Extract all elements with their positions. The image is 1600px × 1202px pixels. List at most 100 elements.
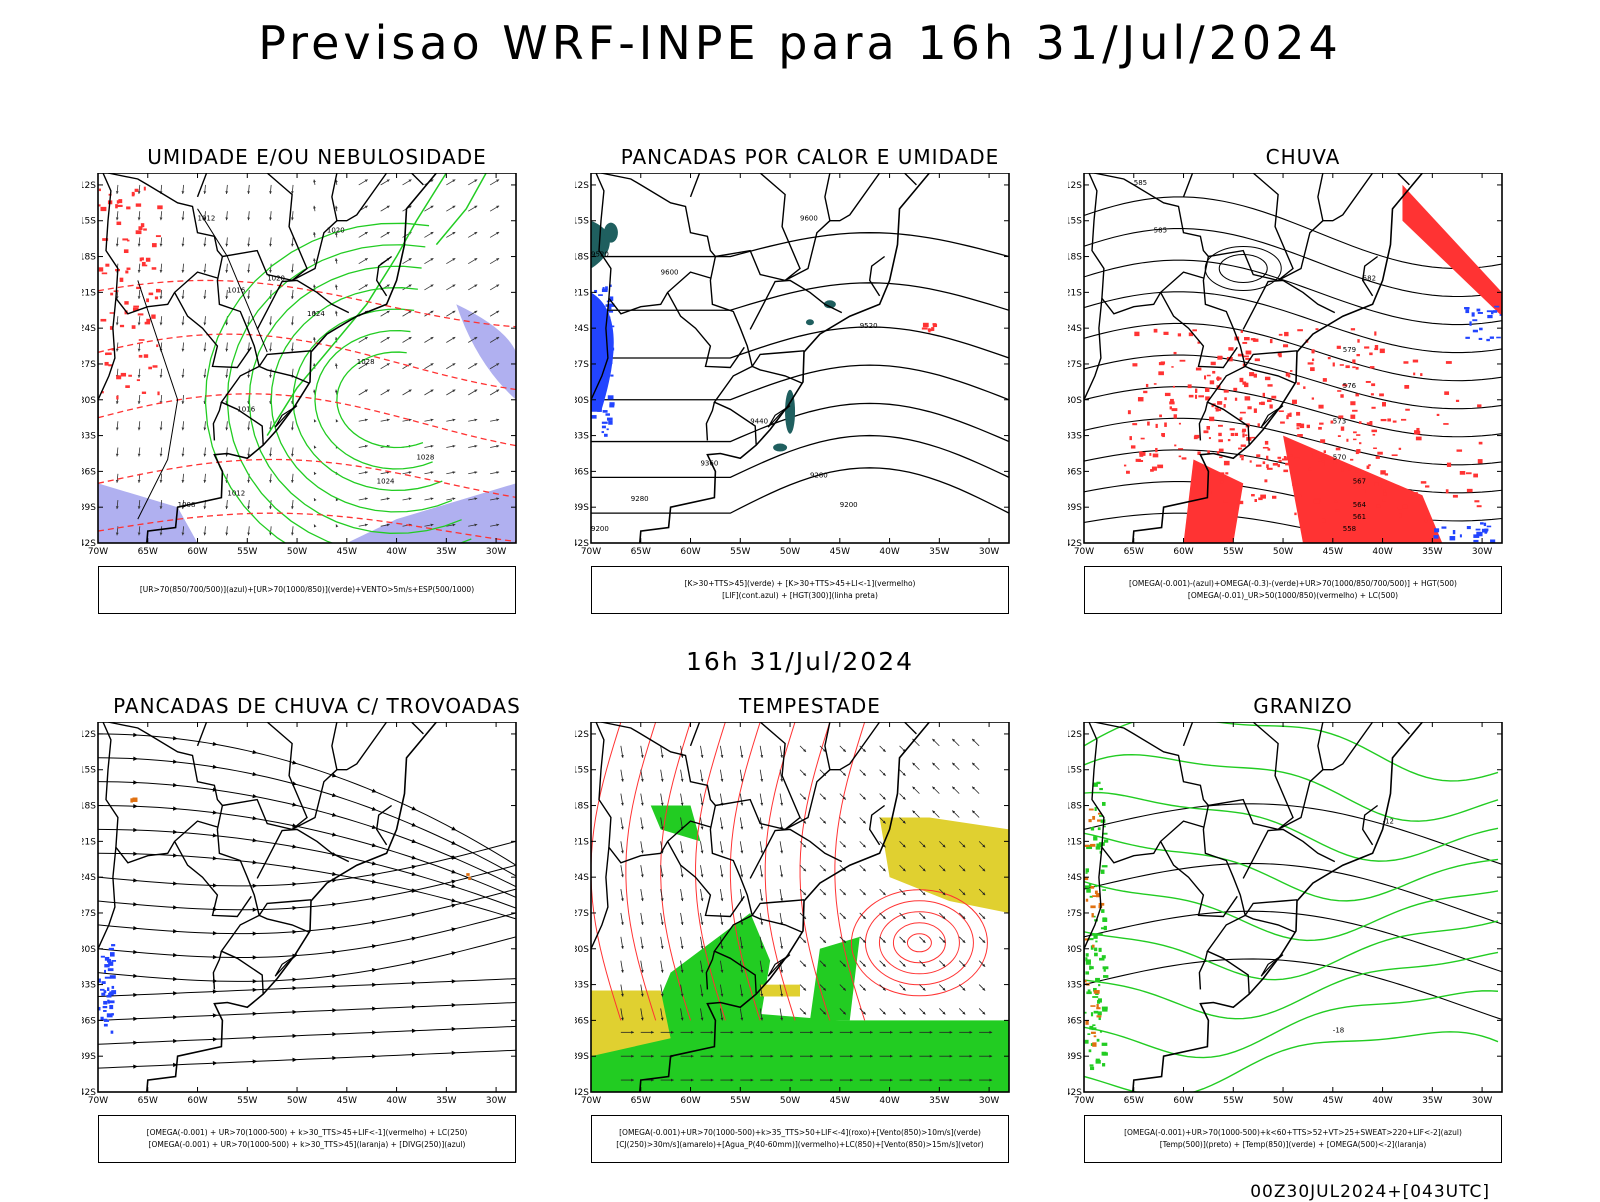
lon-tick-label: 65W	[1124, 547, 1144, 557]
lon-tick-label: 60W	[680, 1096, 700, 1106]
lat-tick-label: 27S	[82, 909, 96, 919]
lat-tick-label: 12S	[575, 730, 589, 740]
lon-tick-label: 70W	[581, 547, 601, 557]
lat-tick-label: 33S	[82, 432, 96, 442]
lon-tick-label: 40W	[386, 1096, 406, 1106]
lon-tick-label: 60W	[187, 547, 207, 557]
lat-tick-label: 36S	[1068, 467, 1082, 477]
panel-title: PANCADAS DE CHUVA C/ TROVOADAS	[113, 694, 521, 718]
lat-tick-label: 27S	[1068, 909, 1082, 919]
svg-text:9280: 9280	[631, 495, 649, 503]
lon-tick-label: 45W	[830, 547, 850, 557]
lat-tick-label: 24S	[1068, 324, 1082, 334]
lon-tick-label: 65W	[631, 1096, 651, 1106]
map-overlay	[591, 722, 1009, 1092]
lat-tick-label: 15S	[82, 217, 96, 227]
lat-tick-label: 18S	[82, 253, 96, 263]
lat-tick-label: 39S	[575, 1052, 589, 1062]
lat-tick-label: 15S	[575, 217, 589, 227]
lon-tick-label: 70W	[1074, 1096, 1094, 1106]
svg-text:9200: 9200	[591, 525, 609, 533]
svg-text:-18: -18	[1333, 1026, 1344, 1034]
lat-tick-label: 15S	[1068, 766, 1082, 776]
lat-tick-label: 21S	[575, 837, 589, 847]
lat-tick-label: 30S	[575, 945, 589, 955]
lon-tick-label: 30W	[1472, 547, 1492, 557]
lon-tick-label: 70W	[1074, 547, 1094, 557]
lat-tick-label: 21S	[575, 288, 589, 298]
panel-pancadas-trovoadas[interactable]: PANCADAS DE CHUVA C/ TROVOADAS 12S 15S 18S…	[82, 694, 552, 1194]
svg-text:9440: 9440	[750, 418, 768, 426]
map-tempestade[interactable]: 12S 15S 18S 21S 24S 27S 30S 33S 36S 39S 42S70W 65W 6…	[575, 722, 1045, 1115]
map-granizo[interactable]: -12 -18 12S 15S 18S 21S 24S 27S 30S 33S 36S 39S 42S7…	[1068, 722, 1538, 1115]
lon-tick-label: 50W	[780, 1096, 800, 1106]
lon-tick-label: 45W	[1323, 1096, 1343, 1106]
lon-tick-label: 70W	[88, 1096, 108, 1106]
lat-tick-label: 27S	[82, 360, 96, 370]
lat-tick-label: 39S	[1068, 503, 1082, 513]
lat-tick-label: 39S	[1068, 1052, 1082, 1062]
legend-line-1: [OMEGA(-0.001)+UR>70(1000-500)+k<60+TTS>…	[1124, 1128, 1462, 1137]
lat-tick-label: 24S	[575, 873, 589, 883]
lat-tick-label: 27S	[1068, 360, 1082, 370]
lat-tick-label: 36S	[575, 467, 589, 477]
legend-line-2: [LIF](cont.azul) + [HGT(300)](linha pret…	[722, 591, 878, 600]
svg-text:1024: 1024	[377, 477, 395, 485]
panel-title: PANCADAS POR CALOR E UMIDADE	[620, 145, 1000, 169]
lat-tick-label: 42S	[1068, 539, 1082, 549]
panel-title: GRANIZO	[1253, 694, 1353, 718]
map-frame	[590, 722, 1010, 1093]
lat-tick-label: 24S	[82, 324, 96, 334]
lat-tick-label: 12S	[575, 181, 589, 191]
panel-granizo[interactable]: GRANIZO -12 -18 12S 15S 18S 21S 24S 27S 30S 33S 36…	[1068, 694, 1538, 1194]
legend-box: [UR>70(850/700/500)](azul)+[UR>70(1000/8…	[98, 566, 516, 614]
svg-text:582: 582	[1363, 274, 1376, 282]
map-pancadas-trovoadas[interactable]: 12S 15S 18S 21S 24S 27S 30S 33S 36S 39S 42S70W 65W 6…	[82, 722, 552, 1115]
lat-tick-label: 36S	[82, 1016, 96, 1026]
lon-tick-label: 30W	[486, 547, 506, 557]
legend-line-2: [OMEGA(-0.01)_UR>50(1000/850)(vermelho) …	[1187, 591, 1399, 600]
svg-text:1024: 1024	[307, 310, 325, 318]
legend-line-2: [Temp(500)](preto) + [Temp(850)](verde) …	[1159, 1140, 1427, 1149]
legend-line-1: [UR>70(850/700/500)](azul)+[UR>70(1000/8…	[139, 585, 475, 594]
lat-tick-label: 15S	[575, 766, 589, 776]
map-chuva[interactable]: 585 585 582 579 576 573 570 567 564 561 558 12S 15S 1…	[1068, 173, 1538, 566]
lon-tick-label: 45W	[337, 547, 357, 557]
map-pancadas-calor[interactable]: 9600 9600 9520 9520 9440 9360 9280 9200 9280 9200…	[575, 173, 1045, 566]
lon-tick-label: 35W	[1422, 547, 1442, 557]
lat-tick-label: 27S	[575, 909, 589, 919]
panel-chuva[interactable]: CHUVA 585 585 582 579 576 573 570 567 564 561 558 1…	[1068, 145, 1538, 645]
map-frame	[1083, 722, 1503, 1093]
panel-umidade[interactable]: UMIDADE E/OU NEBULOSIDADE 1012 1016 1020 10…	[82, 145, 552, 645]
lon-tick-label: 70W	[581, 1096, 601, 1106]
svg-text:1028: 1028	[416, 453, 434, 461]
lat-tick-label: 12S	[1068, 181, 1082, 191]
lon-tick-label: 35W	[1422, 1096, 1442, 1106]
legend-line-2: [CJ(250)>30m/s](amarelo)+[Agua_P(40-60mm…	[616, 1140, 984, 1149]
panel-tempestade[interactable]: TEMPESTADE 12S 15S 18S 21S 24S 27S 30S 33S 36S 39…	[575, 694, 1045, 1194]
lat-tick-label: 24S	[1068, 873, 1082, 883]
panel-title: TEMPESTADE	[739, 694, 881, 718]
map-umidade[interactable]: 1012101610201024102810161008101210201024…	[82, 173, 552, 566]
lon-tick-label: 55W	[730, 547, 750, 557]
svg-text:558: 558	[1343, 525, 1356, 533]
lon-tick-label: 55W	[237, 1096, 257, 1106]
lat-tick-label: 21S	[1068, 837, 1082, 847]
svg-text:576: 576	[1343, 382, 1357, 390]
geo-boundaries	[1084, 722, 1424, 1092]
map-frame	[1083, 173, 1503, 544]
lon-tick-label: 35W	[436, 1096, 456, 1106]
run-time-footer: 00Z30JUL2024+[043UTC]	[1250, 1182, 1490, 1202]
svg-text:567: 567	[1353, 477, 1366, 485]
panel-pancadas-calor[interactable]: PANCADAS POR CALOR E UMIDADE 9600 9600 952…	[575, 145, 1045, 645]
svg-text:9600: 9600	[661, 268, 679, 276]
lon-tick-label: 40W	[879, 1096, 899, 1106]
lat-tick-label: 21S	[82, 288, 96, 298]
lat-tick-label: 15S	[82, 766, 96, 776]
svg-text:564: 564	[1353, 501, 1367, 509]
map-overlay	[98, 732, 516, 1069]
lat-tick-label: 12S	[1068, 730, 1082, 740]
lon-tick-label: 30W	[979, 547, 999, 557]
lat-tick-label: 33S	[575, 432, 589, 442]
lon-tick-label: 65W	[138, 1096, 158, 1106]
